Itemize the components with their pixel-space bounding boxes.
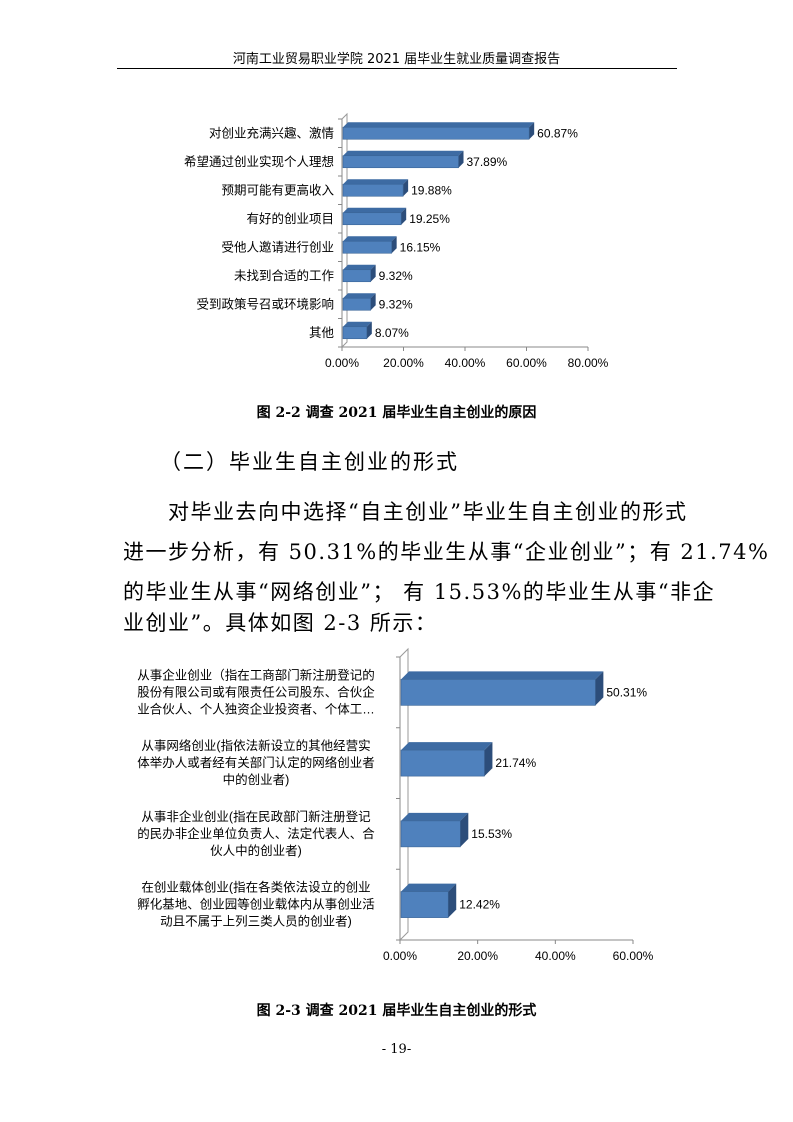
bar-side xyxy=(448,883,457,918)
figure-caption-2-2: 图 2-2 调查 2021 届毕业生自主创业的原因 xyxy=(256,405,537,421)
bar xyxy=(400,891,449,918)
bar xyxy=(342,183,404,197)
chart-startup-reasons: 0.00% 20.00% 40.00% 60.00% 80.00% 60.87% 对创业充满… xyxy=(184,112,609,370)
bar-top xyxy=(343,207,407,213)
bar-side xyxy=(366,321,372,339)
bar-top xyxy=(343,236,397,242)
category-label: 中的创业者) xyxy=(223,772,290,787)
bar xyxy=(342,297,371,311)
category-label: 对创业充满兴趣、激情 xyxy=(209,125,334,140)
running-header: 河南工业贸易职业学院 2021 届毕业生就业质量调查报告 xyxy=(232,52,561,67)
data-label: 12.42% xyxy=(459,898,500,912)
category-label: 股份有限公司或有限责任公司股东、合伙企 xyxy=(137,684,375,699)
category-label: 体举办人或者经有关部门认定的网络创业者 xyxy=(137,755,375,770)
bar-side xyxy=(595,671,604,706)
bar-side xyxy=(529,122,535,140)
bar xyxy=(342,240,392,254)
data-label: 19.25% xyxy=(409,212,450,226)
bar-top xyxy=(343,293,376,299)
back-wall-edge xyxy=(341,112,348,348)
category-label: 有好的创业项目 xyxy=(246,211,334,226)
data-label: 16.15% xyxy=(400,240,441,254)
paragraph-line: 业创业”。具体如图 2-3 所示： xyxy=(123,611,438,635)
bar xyxy=(342,269,371,283)
bar-side xyxy=(370,264,376,282)
category-label: 预期可能有更高收入 xyxy=(221,182,334,197)
category-label: 从事企业创业（指在工商部门新注册登记的 xyxy=(137,667,375,682)
bar-side xyxy=(401,207,407,225)
data-label: 60.87% xyxy=(537,126,578,140)
category-label: 孵化基地、创业园等创业载体内从事创业活 xyxy=(137,897,375,912)
data-label: 9.32% xyxy=(379,269,413,283)
bar xyxy=(342,126,530,140)
bar-side xyxy=(391,236,397,254)
data-label: 19.88% xyxy=(411,183,452,197)
category-label: 希望通过创业实现个人理想 xyxy=(184,154,334,169)
x-tick-label: 40.00% xyxy=(535,949,576,963)
category-label: 从事网络创业(指依法新设立的其他经营实 xyxy=(141,738,370,753)
x-tick-label: 0.00% xyxy=(325,356,359,370)
bar-side xyxy=(484,742,493,777)
paragraph-line: 的毕业生从事“网络创业”； 有 15.53%的毕业生从事“非企 xyxy=(123,580,716,604)
bar xyxy=(342,326,368,340)
bar xyxy=(400,749,485,777)
bar xyxy=(342,212,402,226)
bar-top xyxy=(343,321,372,327)
category-label: 动且不属于上列三类人员的创业者) xyxy=(160,914,352,929)
bar-side xyxy=(458,150,464,168)
bar-top xyxy=(343,150,464,156)
data-label: 37.89% xyxy=(467,155,508,169)
bar-side xyxy=(460,812,469,847)
data-label: 50.31% xyxy=(606,685,647,699)
category-label: 受到政策号召或环境影响 xyxy=(196,296,334,311)
bar-top xyxy=(343,179,409,185)
figure-caption-2-3: 图 2-3 调查 2021 届毕业生自主创业的形式 xyxy=(256,1003,537,1019)
category-label: 业合伙人、个人独资企业投资者、个体工… xyxy=(137,701,375,716)
bar-top xyxy=(343,264,376,270)
x-tick-label: 20.00% xyxy=(457,949,498,963)
x-tick-label: 20.00% xyxy=(383,356,424,370)
category-label: 在创业载体创业(指在各类依法设立的创业 xyxy=(141,880,370,895)
category-label: 受他人邀请进行创业 xyxy=(221,239,334,254)
category-label: 未找到合适的工作 xyxy=(234,268,335,283)
category-label: 的民办非企业单位负责人、法定代表人、合 xyxy=(137,826,375,841)
data-label: 8.07% xyxy=(375,326,409,340)
header-rule xyxy=(117,68,677,69)
bar-top xyxy=(343,122,535,128)
x-tick-label: 60.00% xyxy=(613,949,654,963)
section-heading: （二）毕业生自主创业的形式 xyxy=(160,450,459,474)
category-label: 其他 xyxy=(309,326,335,340)
page-number: - 19- xyxy=(381,1042,412,1057)
bar-top xyxy=(401,742,493,751)
back-wall-edge xyxy=(399,647,409,941)
bar-top xyxy=(401,671,604,680)
x-tick-label: 0.00% xyxy=(383,949,417,963)
category-label: 伙人中的创业者) xyxy=(210,843,302,858)
x-tick-label: 40.00% xyxy=(445,356,486,370)
paragraph-line: 对毕业去向中选择“自主创业”毕业生自主创业的形式 xyxy=(168,500,688,524)
data-label: 9.32% xyxy=(379,297,413,311)
bar xyxy=(342,155,459,169)
bar xyxy=(400,679,596,706)
bar-side xyxy=(370,293,376,311)
x-tick-label: 80.00% xyxy=(568,356,609,370)
chart-startup-forms: 0.00% 20.00% 40.00% 60.00% 50.31% 从事企业创业（指在工商… xyxy=(137,647,654,963)
data-label: 15.53% xyxy=(471,827,512,841)
paragraph-line: 进一步分析，有 50.31%的毕业生从事“企业创业”；有 21.74% xyxy=(123,540,770,564)
category-label: 从事非企业创业(指在民政部门新注册登记 xyxy=(141,809,371,824)
bar xyxy=(400,820,461,848)
x-tick-label: 60.00% xyxy=(506,356,547,370)
bar-side xyxy=(403,179,409,197)
data-label: 21.74% xyxy=(495,756,536,770)
bar-top xyxy=(401,883,457,892)
bar-top xyxy=(401,812,469,821)
